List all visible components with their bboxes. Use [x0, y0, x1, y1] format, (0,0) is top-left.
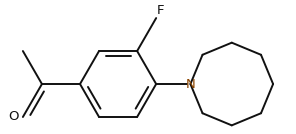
- Text: O: O: [8, 111, 19, 124]
- Text: F: F: [157, 4, 165, 17]
- Text: N: N: [186, 77, 195, 90]
